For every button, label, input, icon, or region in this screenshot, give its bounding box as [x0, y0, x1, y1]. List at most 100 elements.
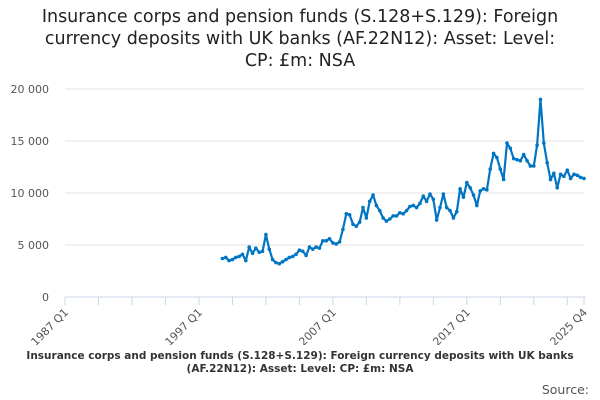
data-point [404, 208, 409, 213]
data-point [461, 195, 466, 199]
data-point [458, 187, 462, 191]
data-point [491, 151, 496, 156]
data-point [264, 232, 268, 237]
data-point [367, 199, 372, 204]
data-point [495, 155, 499, 160]
data-point [270, 257, 275, 262]
data-point [240, 252, 245, 257]
data-point [568, 176, 573, 181]
data-point [337, 240, 342, 244]
data-point [515, 157, 519, 162]
data-point [478, 189, 483, 193]
title-line: currency deposits with UK banks (AF.22N1… [44, 29, 556, 49]
x-tick-label: 1997 Q1 [163, 306, 206, 345]
data-point [297, 248, 302, 252]
data-point [257, 250, 262, 255]
data-point [398, 210, 402, 215]
data-point [414, 205, 419, 210]
title-line: CP: £m: NSA [244, 51, 356, 71]
data-point [361, 205, 365, 210]
data-point [408, 204, 412, 209]
data-point [424, 199, 429, 204]
data-point [317, 246, 322, 250]
data-point [555, 186, 560, 190]
data-point [575, 173, 580, 178]
data-point [418, 201, 422, 206]
data-point [377, 208, 382, 213]
chart-title: Insurance corps and pension funds (S.128… [0, 6, 600, 72]
data-point [357, 220, 362, 224]
data-point [421, 194, 426, 198]
data-point [521, 152, 526, 157]
data-point [498, 167, 503, 171]
data-point [465, 180, 469, 185]
data-point [552, 171, 556, 176]
x-tick-label: 2007 Q1 [296, 306, 339, 345]
data-point [254, 246, 258, 250]
data-point [565, 168, 570, 172]
data-point [294, 252, 298, 257]
data-point [280, 259, 285, 264]
data-point [531, 164, 536, 168]
y-tick-label: 15 000 [11, 135, 50, 148]
data-point [572, 172, 576, 177]
data-point [508, 146, 513, 151]
data-point [244, 258, 248, 263]
data-point [384, 219, 389, 223]
data-point [344, 212, 349, 216]
data-point [558, 172, 563, 177]
data-point [431, 197, 436, 202]
data-point [428, 192, 432, 196]
data-point [287, 255, 292, 260]
data-point [501, 177, 506, 182]
x-tick-label: 1987 Q1 [29, 306, 72, 345]
data-point [247, 245, 251, 249]
data-point [387, 217, 392, 221]
chart-footer-title: Insurance corps and pension funds (S.128… [26, 350, 574, 375]
data-point [334, 242, 339, 246]
data-point [434, 218, 439, 222]
data-point [545, 161, 549, 165]
data-point [233, 255, 238, 260]
x-tick-label: 2025 Q4 [548, 306, 591, 345]
data-point [364, 216, 369, 220]
data-point [391, 214, 395, 218]
data-point [582, 176, 586, 181]
data-point [290, 254, 295, 259]
data-point [277, 261, 282, 266]
data-point [525, 158, 529, 163]
data-point [331, 241, 335, 245]
data-point [307, 245, 312, 249]
data-point [505, 141, 509, 145]
data-point [341, 227, 345, 232]
data-point [548, 177, 553, 182]
data-point [327, 236, 332, 241]
data-point [562, 174, 566, 179]
data-point [394, 214, 399, 218]
data-point [542, 141, 546, 145]
data-point [310, 247, 315, 251]
data-point [518, 158, 523, 163]
data-point [578, 175, 583, 180]
data-point [351, 222, 355, 226]
data-point [444, 205, 449, 210]
y-tick-label: 0 [42, 291, 49, 304]
data-point [411, 203, 416, 208]
data-point [324, 239, 328, 243]
data-point [300, 249, 305, 254]
data-point [528, 164, 533, 168]
data-point [535, 143, 539, 147]
data-point [468, 186, 472, 190]
data-point [401, 212, 405, 216]
data-point [441, 192, 446, 196]
data-point [354, 224, 359, 229]
source-label: Source: [541, 382, 589, 397]
data-point [223, 255, 228, 260]
data-point [220, 256, 225, 261]
data-point [471, 193, 476, 197]
y-tick-label: 5 000 [18, 239, 50, 252]
data-point [481, 187, 486, 191]
data-point [451, 216, 456, 220]
data-point [381, 216, 385, 220]
data-point [321, 239, 325, 243]
